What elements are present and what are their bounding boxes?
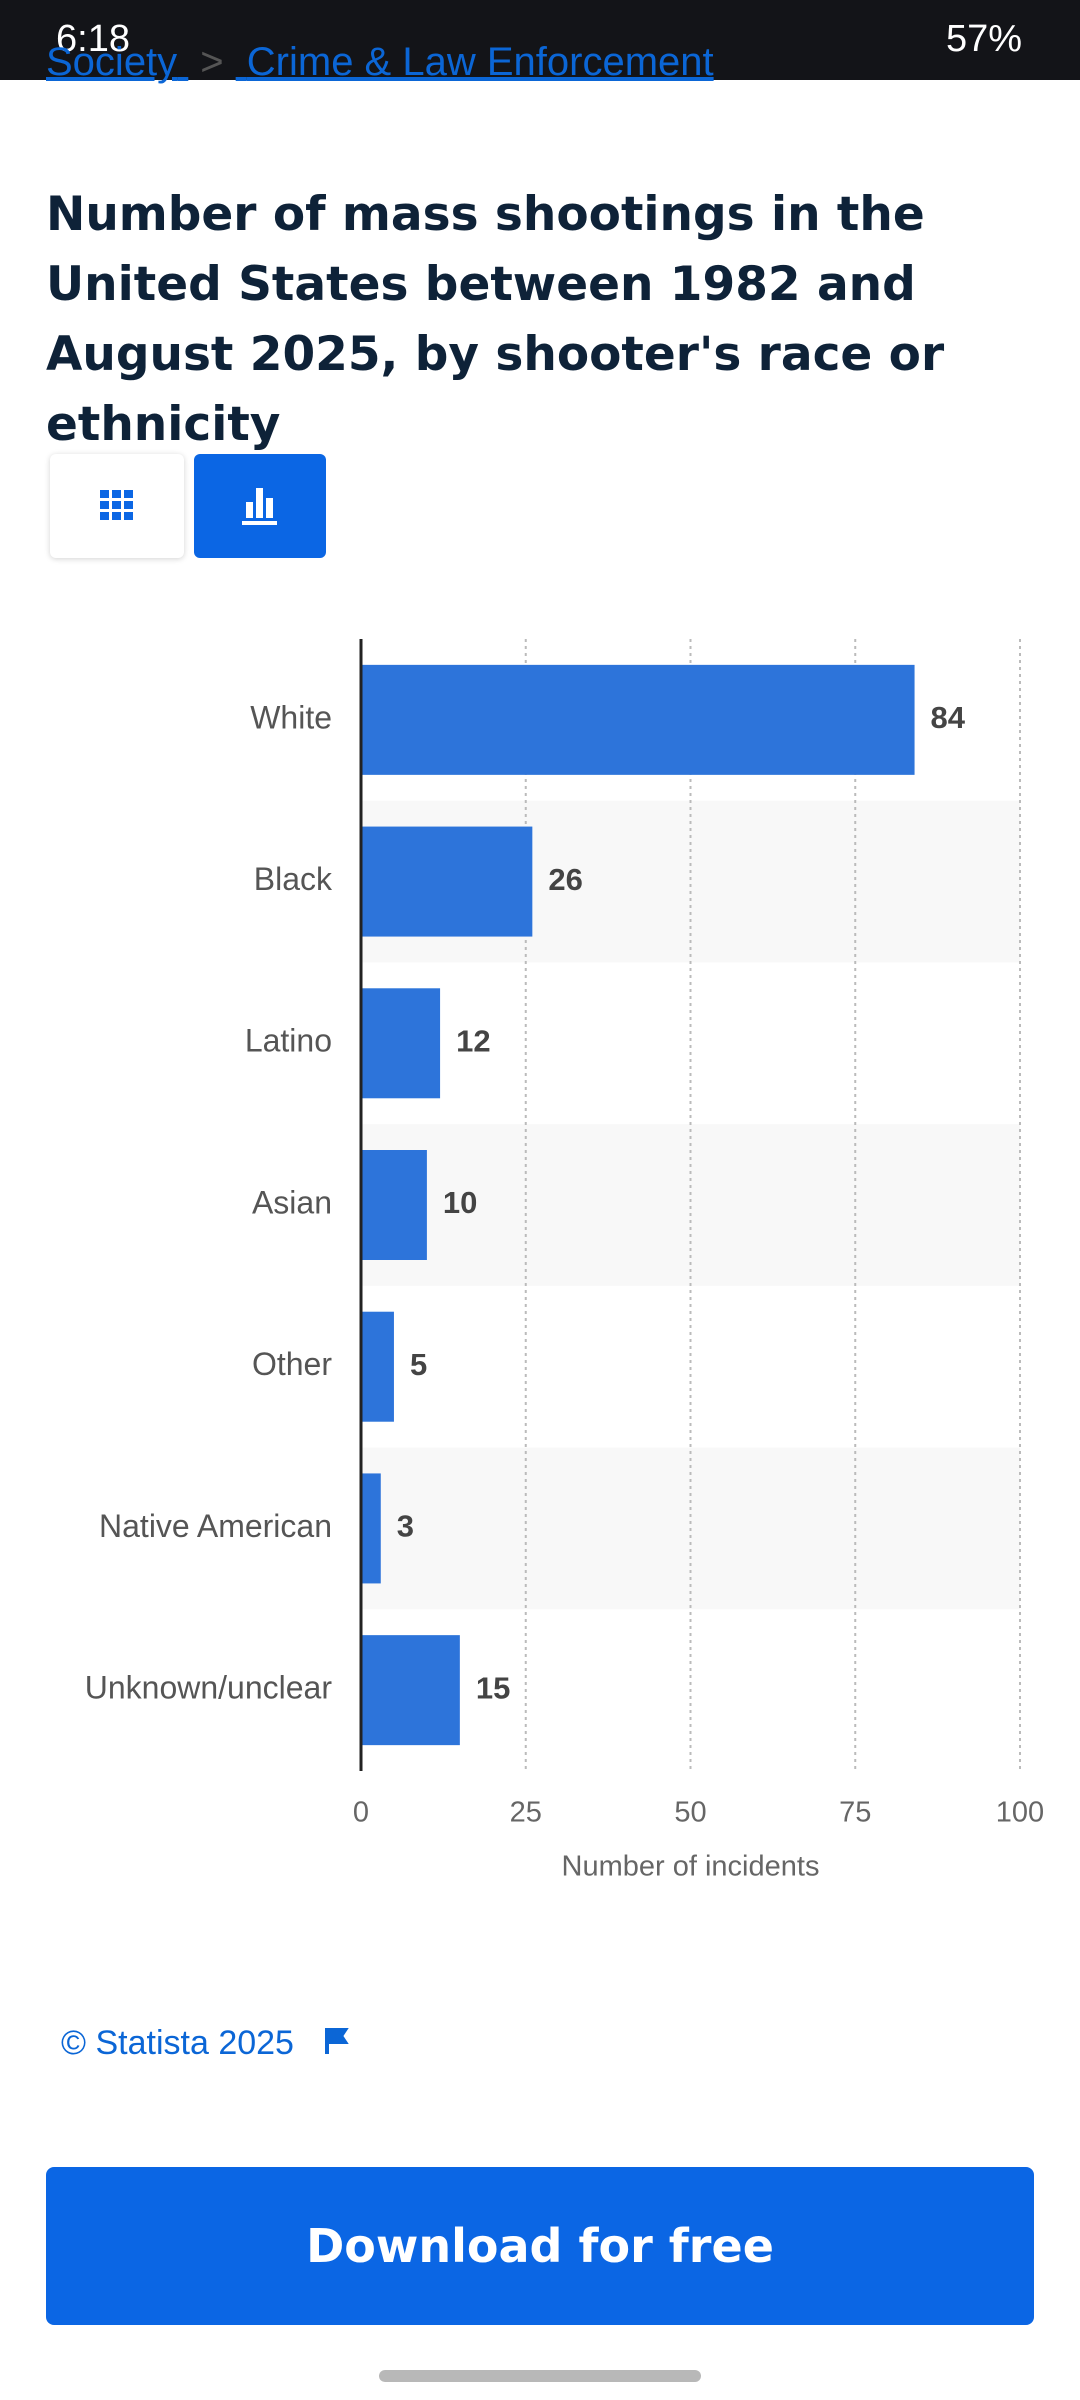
y-tick-label: Black (254, 861, 333, 897)
value-label: 84 (931, 700, 966, 735)
x-axis-label: Number of incidents (562, 1851, 820, 1883)
breadcrumb-link[interactable]: Crime & Law Enforcement (246, 40, 714, 84)
x-tick-label: 25 (510, 1797, 542, 1829)
download-button[interactable]: Download for free (46, 2167, 1034, 2325)
x-tick-label: 75 (839, 1797, 871, 1829)
bar (361, 1150, 427, 1260)
bar (361, 1635, 460, 1746)
chart-title: Number of mass shootings in the United S… (46, 187, 945, 452)
bar-icon (242, 488, 277, 525)
clock: 6:18 (56, 18, 130, 60)
value-label: 3 (397, 1509, 414, 1544)
chart: 0 25 50 75 100 Number of incidents White 84 Blac… (85, 639, 1044, 1883)
value-label: 15 (476, 1670, 510, 1705)
copyright-text[interactable]: © Statista 2025 (61, 2024, 294, 2062)
table-icon (100, 490, 133, 520)
x-tick-label: 0 (353, 1797, 369, 1829)
status-bar: 6:18 57% (0, 0, 1080, 80)
breadcrumb-link[interactable]: Society (46, 40, 178, 84)
value-label: 5 (410, 1347, 427, 1382)
y-tick-label: Native American (99, 1508, 332, 1544)
y-tick-label: White (250, 699, 332, 735)
chart-view-button[interactable] (194, 454, 326, 558)
bar (361, 826, 533, 937)
home-indicator (379, 2370, 701, 2382)
value-label: 10 (443, 1185, 477, 1220)
value-label: 12 (456, 1023, 490, 1058)
flag-icon (325, 2028, 350, 2054)
y-tick-label: Other (252, 1346, 332, 1382)
battery: 57% (945, 18, 1022, 60)
bar (361, 1311, 394, 1422)
bar (361, 988, 441, 1099)
x-tick-label: 100 (996, 1797, 1044, 1829)
y-tick-label: Latino (245, 1023, 332, 1059)
bar (361, 664, 915, 775)
table-view-button[interactable] (50, 454, 184, 558)
y-tick-label: Unknown/unclear (85, 1670, 333, 1706)
value-label: 26 (548, 862, 582, 897)
x-tick-label: 50 (674, 1797, 706, 1829)
breadcrumb-separator: > (200, 40, 224, 84)
y-tick-label: Asian (252, 1184, 332, 1220)
bar (361, 1473, 381, 1584)
breadcrumb: Society > Crime & Law Enforcement (46, 40, 714, 85)
copyright[interactable]: © Statista 2025 (61, 2024, 351, 2063)
